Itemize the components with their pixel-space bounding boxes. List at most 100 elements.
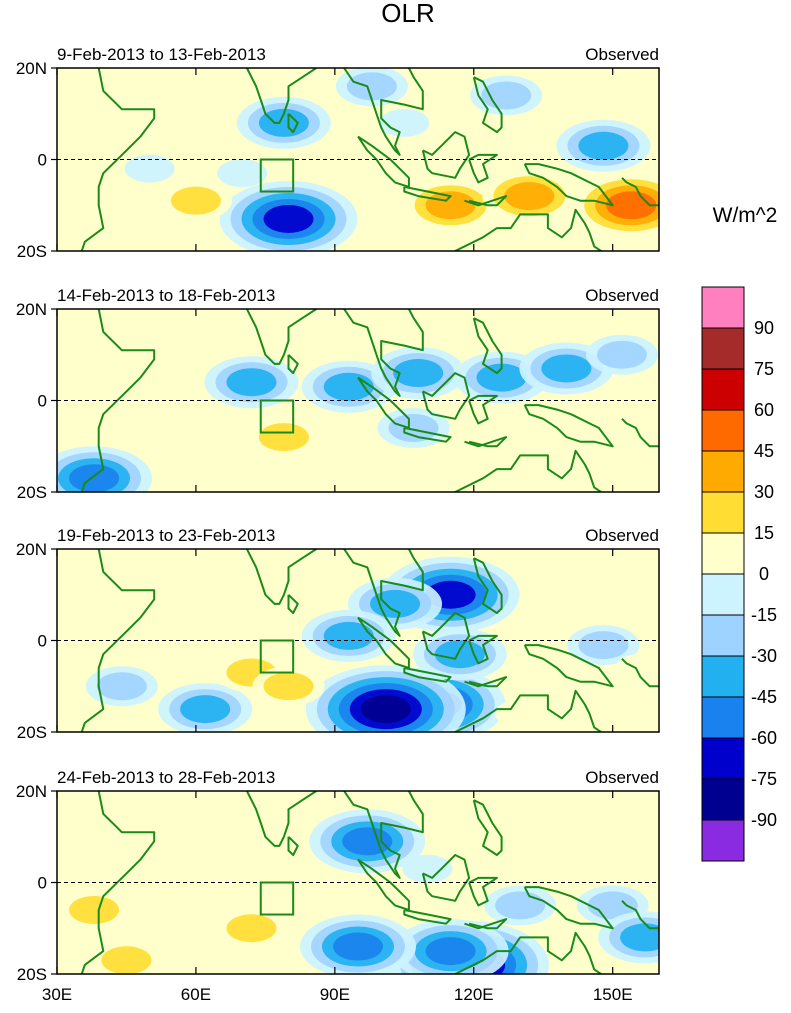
coastline xyxy=(403,185,452,202)
colorbar-swatch xyxy=(701,696,745,739)
colorbar-swatch xyxy=(701,491,745,534)
colorbar-label: -45 xyxy=(751,687,777,707)
panel-date-label: 14-Feb-2013 to 18-Feb-2013 xyxy=(57,286,275,305)
anomaly-contour xyxy=(263,813,314,842)
anomaly-contour xyxy=(258,423,309,452)
coastline xyxy=(421,854,471,902)
coastline xyxy=(468,634,498,665)
colorbar-swatch xyxy=(701,737,745,780)
map-panel: 20N 0 20S 19-Feb-2013 to 23-Feb-2013 Observe… xyxy=(16,526,660,742)
coastline xyxy=(454,689,603,732)
y-tick-label: 20S xyxy=(17,483,47,502)
anomaly-contour xyxy=(518,818,569,847)
anomaly-field xyxy=(57,327,658,492)
coastlines xyxy=(80,68,659,251)
anomaly-contour xyxy=(124,154,175,183)
colorbar-swatch xyxy=(701,655,745,698)
colorbar-label: -90 xyxy=(751,810,777,830)
colorbar-swatch xyxy=(701,614,745,657)
coastline xyxy=(464,918,508,930)
coastline xyxy=(523,886,614,930)
y-tick-label: 20S xyxy=(17,965,47,984)
anomaly-contour xyxy=(379,108,430,137)
coastline xyxy=(621,900,659,930)
colorbar-label: -75 xyxy=(751,769,777,789)
anomaly-contour xyxy=(263,672,314,701)
x-tick-label: 90E xyxy=(320,985,350,1004)
y-tick-label: 0 xyxy=(38,632,47,651)
coastline xyxy=(246,309,317,365)
coastline xyxy=(246,791,317,847)
colorbar-label: 15 xyxy=(754,523,774,543)
coastline xyxy=(287,354,299,375)
coastline xyxy=(464,195,508,207)
y-tick-label: 20S xyxy=(17,242,47,261)
study-region-box xyxy=(259,881,295,916)
anomaly-contour xyxy=(101,177,152,206)
anomaly-contour xyxy=(226,914,277,943)
anomaly-contour xyxy=(495,699,546,728)
anomaly-contour xyxy=(170,937,221,966)
colorbar-label: 60 xyxy=(754,400,774,420)
anomaly-contour xyxy=(596,340,647,369)
anomaly-contour xyxy=(481,81,532,110)
coastline xyxy=(472,76,503,134)
y-tick-label: 20N xyxy=(16,782,47,801)
x-tick-label: 60E xyxy=(181,985,211,1004)
chart-title: OLR xyxy=(381,0,434,28)
anomaly-contour xyxy=(180,413,231,442)
study-region-box xyxy=(259,158,295,193)
x-tick-label: 150E xyxy=(593,985,633,1004)
colorbar-swatch xyxy=(701,327,745,370)
anomaly-field xyxy=(58,809,659,974)
coastline xyxy=(403,909,452,925)
colorbar-label: -15 xyxy=(751,605,777,625)
y-tick-label: 20N xyxy=(16,540,47,559)
coastline xyxy=(246,549,317,605)
coastlines xyxy=(80,791,659,974)
coastline xyxy=(621,658,659,688)
coastline xyxy=(454,208,603,251)
anomaly-contour xyxy=(620,923,659,952)
anomaly-contour xyxy=(96,672,147,701)
anomaly-contour xyxy=(578,131,629,160)
coastline xyxy=(472,799,503,856)
coastline xyxy=(621,418,659,448)
colorbar-label: 30 xyxy=(754,482,774,502)
y-tick-label: 0 xyxy=(38,392,47,411)
anomaly-contour xyxy=(578,631,629,660)
colorbar-swatch xyxy=(701,286,745,329)
coastline xyxy=(287,113,299,134)
coastline xyxy=(472,557,503,614)
colorbar-label: 0 xyxy=(759,564,769,584)
colorbar-swatch xyxy=(701,778,745,821)
x-tick-label: 30E xyxy=(42,985,72,1004)
anomaly-contour xyxy=(425,191,476,220)
anomaly-contour xyxy=(434,640,485,669)
units-label: W/m^2 xyxy=(713,204,778,227)
coastline xyxy=(343,309,424,397)
anomaly-contour xyxy=(504,182,555,211)
anomaly-contour xyxy=(69,895,120,924)
colorbar-swatch xyxy=(701,532,745,575)
anomaly-contour xyxy=(370,589,421,618)
x-axis: 30E 60E 90E 120E 150E xyxy=(42,985,633,1004)
coastline xyxy=(403,426,452,443)
coastline xyxy=(80,309,156,492)
anomaly-contour xyxy=(541,354,592,383)
coastline xyxy=(421,612,471,660)
coastline xyxy=(287,836,299,856)
anomaly-contour xyxy=(342,827,393,856)
panel-date-label: 9-Feb-2013 to 13-Feb-2013 xyxy=(57,45,266,64)
colorbar-label: -30 xyxy=(751,646,777,666)
coastline xyxy=(421,372,471,420)
coastline xyxy=(421,131,471,179)
colorbar-swatch xyxy=(701,368,745,411)
coastline xyxy=(343,791,424,879)
anomaly-field xyxy=(57,556,659,732)
colorbar-label: 90 xyxy=(754,318,774,338)
colorbar: 90 75 60 45 30 15 0 -15 -30 -45 -60 -75 -90 xyxy=(701,286,777,862)
panel-status-label: Observed xyxy=(585,526,659,545)
study-region-box xyxy=(259,399,295,434)
coastlines xyxy=(80,309,659,492)
